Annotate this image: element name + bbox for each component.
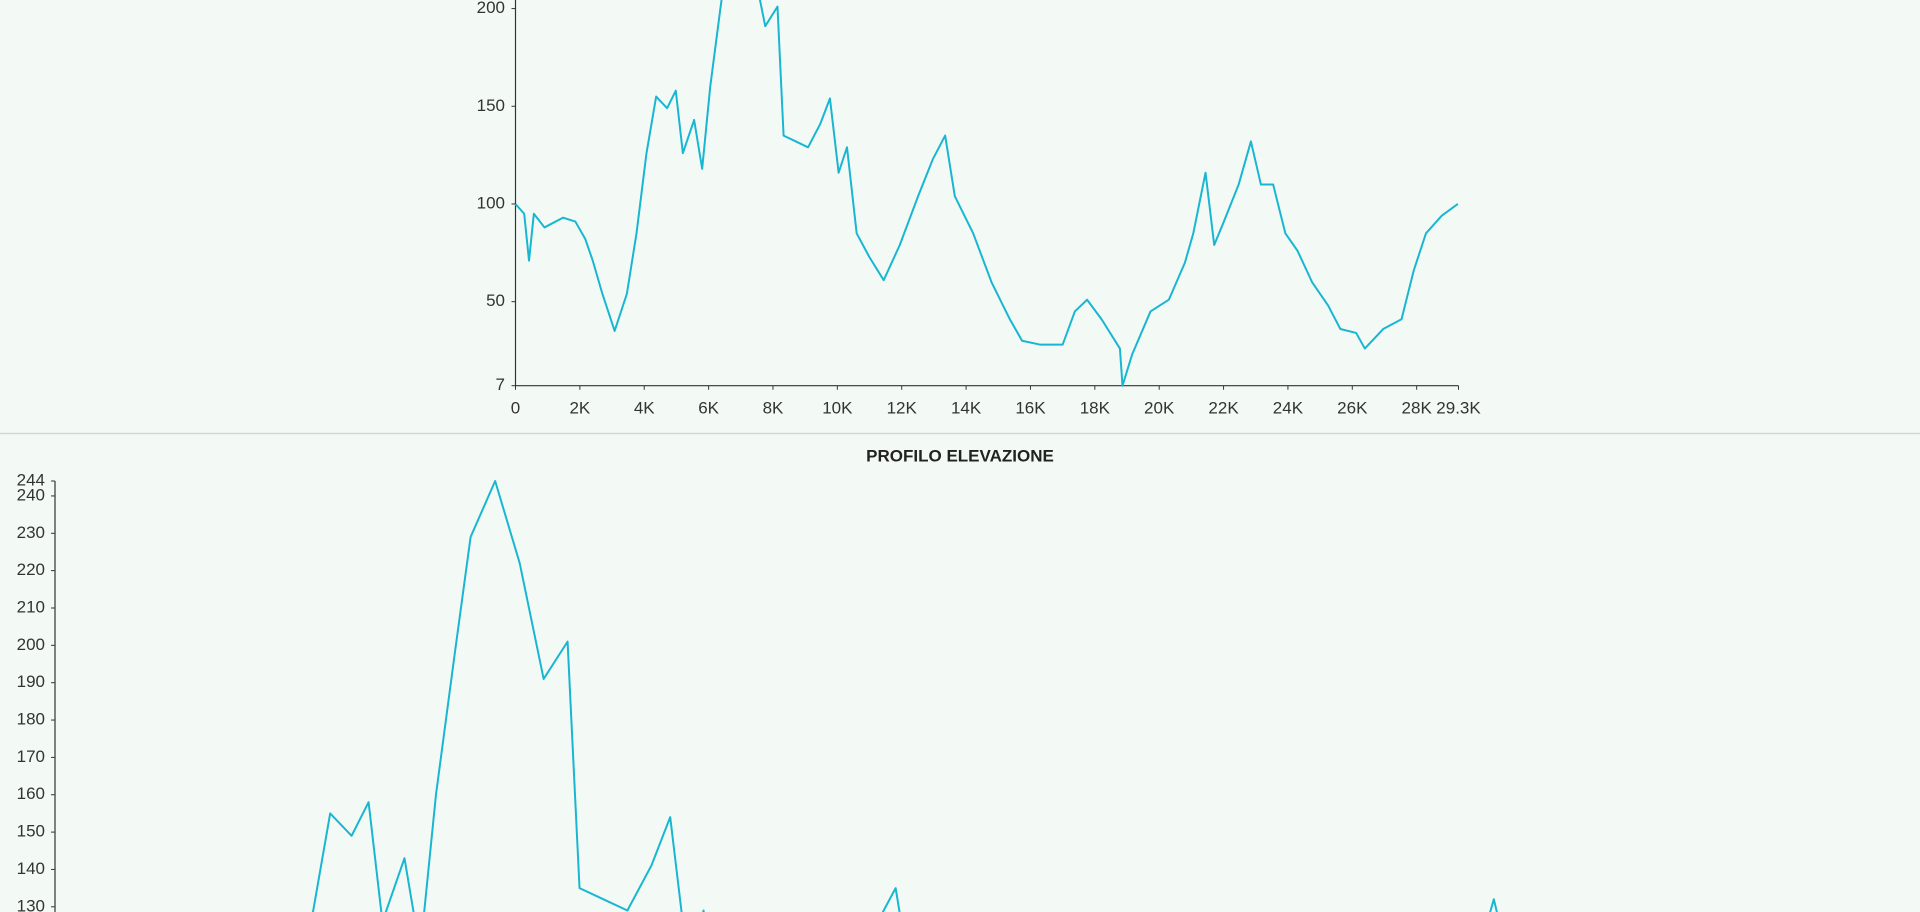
- x-tick-label: 20K: [1144, 398, 1175, 417]
- x-tick-label: 26K: [1337, 398, 1368, 417]
- x-tick-label: 16K: [1015, 398, 1046, 417]
- elevation-line: [514, 0, 1459, 387]
- x-tick-label: 8K: [763, 398, 784, 417]
- elevation-line: [311, 480, 1498, 912]
- x-tick-label: 2K: [569, 398, 590, 417]
- y-tick-label: 210: [17, 597, 45, 616]
- y-tick-label: 230: [17, 523, 45, 542]
- y-tick-label: 130: [17, 896, 45, 912]
- x-tick-label: 12K: [887, 398, 918, 417]
- x-tick-label: 18K: [1080, 398, 1111, 417]
- y-tick-label: 7: [496, 375, 505, 394]
- x-tick-label: 10K: [822, 398, 853, 417]
- y-tick-label: 190: [17, 672, 45, 691]
- y-tick-label: 240: [17, 485, 45, 504]
- y-tick-label: 180: [17, 710, 45, 729]
- y-tick-label: 244: [17, 470, 45, 489]
- x-tick-label: 0: [511, 398, 520, 417]
- y-tick-label: 150: [477, 96, 505, 115]
- x-tick-label: 14K: [951, 398, 982, 417]
- x-tick-label: 4K: [634, 398, 655, 417]
- y-tick-label: 50: [486, 291, 505, 310]
- x-tick-label: 22K: [1208, 398, 1239, 417]
- y-tick-label: 170: [17, 747, 45, 766]
- y-tick-label: 160: [17, 784, 45, 803]
- y-tick-label: 200: [477, 0, 505, 17]
- y-tick-label: 200: [17, 635, 45, 654]
- y-tick-label: 220: [17, 560, 45, 579]
- y-tick-label: 100: [477, 193, 505, 212]
- x-tick-label: 6K: [698, 398, 719, 417]
- x-tick-label: 24K: [1273, 398, 1304, 417]
- y-tick-label: 150: [17, 822, 45, 841]
- x-tick-label: 28K: [1402, 398, 1433, 417]
- y-tick-label: 140: [17, 859, 45, 878]
- x-tick-label: 29.3K: [1436, 398, 1481, 417]
- chart-title: PROFILO ELEVAZIONE: [866, 446, 1054, 465]
